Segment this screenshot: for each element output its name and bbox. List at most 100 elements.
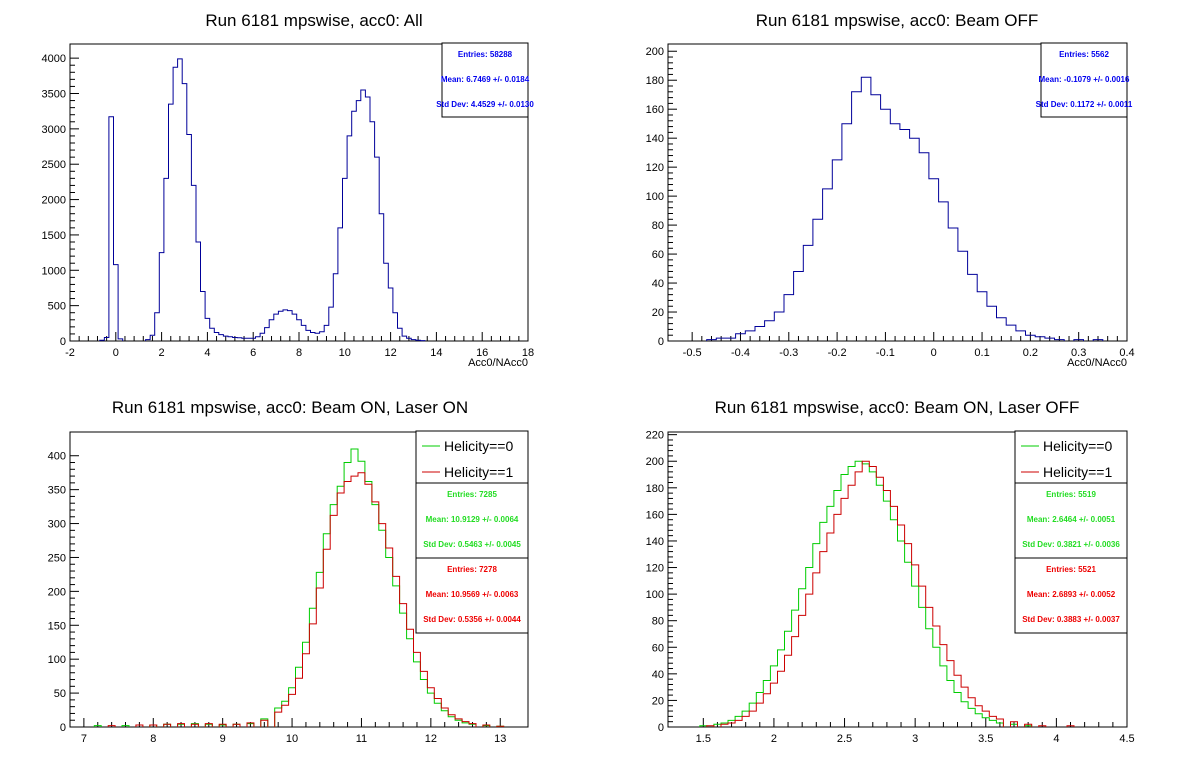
panel-2: Run 6181 mpswise, acc0: Beam OFF 0 20 40 60 8… [646,11,1135,369]
y-tick-label: 220 [646,430,664,442]
x-tick-label: -0.5 [683,347,702,359]
stats-std: Std Dev: 0.3821 +/- 0.0036 [1022,540,1120,549]
x-tick-label: -0.3 [779,347,798,359]
y-tick-label: 200 [646,46,664,58]
histogram-series-1 [706,76,1104,341]
x-tick-label: 8 [150,733,156,745]
y-tick-label: 40 [652,278,664,290]
x-tick-label: 0.1 [974,347,989,359]
stats-box-1 [1040,42,1128,118]
stats-entries: Entries: 5562 [1059,50,1109,59]
histogram-series-1 [99,58,426,342]
x-tick-label: 14 [430,347,442,359]
stats-box-1 [1014,482,1128,559]
y-tick-label: 250 [48,552,66,564]
y-tick-label: 2000 [42,195,66,207]
x-tick-label: 0 [931,347,937,359]
x-tick-label: 10 [286,733,298,745]
chart-title: Run 6181 mpswise, acc0: Beam ON, Laser O… [715,398,1080,417]
x-tick-label: -0.4 [731,347,750,359]
x-tick-label: 0.3 [1071,347,1086,359]
stats-entries: Entries: 5519 [1046,490,1096,499]
x-tick-label: -0.1 [876,347,895,359]
stats-std: Std Dev: 0.1172 +/- 0.0011 [1036,100,1133,109]
x-tick-label: 12 [425,733,437,745]
stats-entries: Entries: 7278 [447,565,497,574]
x-tick-label: 16 [476,347,488,359]
y-tick-label: 0 [658,722,664,734]
stats-entries: Entries: 58288 [458,50,513,59]
x-tick-label: 3 [912,733,918,745]
legend-label: Helicity==1 [444,464,513,480]
y-tick-label: 80 [652,220,664,232]
stats-box-2 [1014,557,1128,634]
y-tick-label: 60 [652,642,664,654]
stats-std: Std Dev: 0.5356 +/- 0.0044 [423,615,521,624]
x-tick-label: 0.4 [1119,347,1134,359]
y-tick-label: 1000 [42,265,66,277]
x-tick-label: 2.5 [837,733,852,745]
x-tick-label: 8 [296,347,302,359]
y-tick-label: 180 [646,75,664,87]
y-tick-label: 120 [646,162,664,174]
x-tick-label: 0 [113,347,119,359]
panel-4: Run 6181 mpswise, acc0: Beam ON, Laser O… [646,398,1135,745]
y-tick-label: 400 [48,451,66,463]
y-tick-label: 100 [646,191,664,203]
y-tick-label: 120 [646,563,664,575]
x-tick-label: 4.5 [1119,733,1134,745]
stats-entries: Entries: 7285 [447,490,497,499]
chart-title: Run 6181 mpswise, acc0: All [205,11,422,30]
y-tick-label: 500 [48,301,66,313]
x-tick-label: 3.5 [978,733,993,745]
panel-3: Run 6181 mpswise, acc0: Beam ON, Laser O… [48,398,529,745]
y-tick-label: 100 [48,654,66,666]
histogram-series-2 [706,460,1075,727]
y-tick-label: 2500 [42,159,66,171]
y-tick-label: 60 [652,249,664,261]
x-tick-label: 1.5 [696,733,711,745]
legend-box [415,430,529,484]
x-tick-label: 4 [204,347,210,359]
x-tick-label: 12 [384,347,396,359]
y-tick-label: 160 [646,104,664,116]
x-tick-label: -2 [65,347,75,359]
x-tick-label: 10 [339,347,351,359]
y-tick-label: 200 [48,586,66,598]
stats-mean: Mean: 6.7469 +/- 0.0184 [441,75,530,84]
x-tick-label: 13 [494,733,506,745]
x-axis-label: Acc0/NAcc0 [468,357,528,369]
y-tick-label: 0 [60,722,66,734]
y-tick-label: 200 [646,456,664,468]
y-tick-label: 100 [646,589,664,601]
x-tick-label: 18 [522,347,534,359]
y-tick-label: 3500 [42,89,66,101]
x-tick-label: 11 [356,733,367,745]
x-tick-label: 7 [81,733,87,745]
x-tick-label: 6 [250,347,256,359]
stats-mean: Mean: 2.6893 +/- 0.0052 [1027,590,1116,599]
y-tick-label: 160 [646,509,664,521]
y-tick-label: 3000 [42,124,66,136]
stats-std: Std Dev: 4.4529 +/- 0.0130 [436,100,534,109]
x-tick-label: 0.2 [1023,347,1038,359]
y-tick-label: 150 [48,620,66,632]
x-tick-label: -0.2 [828,347,847,359]
x-tick-label: 9 [220,733,226,745]
y-tick-label: 0 [658,336,664,348]
stats-mean: Mean: 10.9569 +/- 0.0063 [426,590,519,599]
stats-mean: Mean: 10.9129 +/- 0.0064 [426,515,519,524]
histogram-series-1 [699,460,1033,727]
y-tick-label: 140 [646,133,664,145]
stats-mean: Mean: 2.6464 +/- 0.0051 [1027,515,1116,524]
legend-label: Helicity==0 [444,438,513,454]
y-tick-label: 20 [652,307,664,319]
x-tick-label: 2 [159,347,165,359]
stats-entries: Entries: 5521 [1046,565,1096,574]
stats-mean: Mean: -0.1079 +/- 0.0016 [1039,75,1130,84]
y-tick-label: 80 [652,616,664,628]
y-tick-label: 40 [652,669,664,681]
y-tick-label: 0 [60,336,66,348]
legend-label: Helicity==1 [1043,464,1112,480]
